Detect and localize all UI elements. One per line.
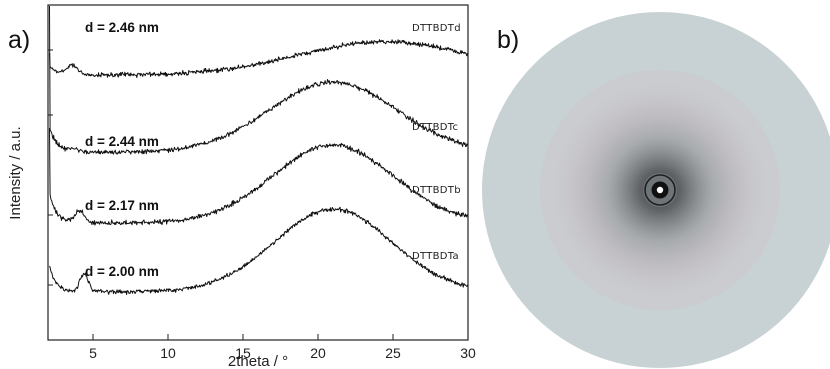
plot-frame xyxy=(47,4,469,341)
x-tick-label: 25 xyxy=(385,345,401,361)
x-tick-label: 20 xyxy=(310,345,326,361)
x-axis-label: 2theta / ° xyxy=(228,353,288,369)
trace-dttbdta xyxy=(49,206,469,295)
trace-dttbdtb xyxy=(49,127,469,226)
series-label-dttbdtb: DTTBDTb xyxy=(412,185,461,196)
d-spacing-label-dttbdta: d = 2.00 nm xyxy=(85,264,159,279)
y-axis-label: Intensity / a.u. xyxy=(7,126,24,219)
x-tick-label: 5 xyxy=(89,345,97,361)
d-spacing-label-dttbdtb: d = 2.17 nm xyxy=(85,198,159,213)
series-label-dttbdta: DTTBDTa xyxy=(412,251,459,262)
small-angle-ring xyxy=(644,174,676,206)
y-axis-ticks xyxy=(48,49,53,286)
d-spacing-label-dttbdtc: d = 2.44 nm xyxy=(85,134,159,149)
d-spacing-label-dttbdtd: d = 2.46 nm xyxy=(85,20,159,35)
trace-dttbdtc xyxy=(49,5,469,155)
panel-a: a) 5 10 15 20 25 30 2theta / ° Intensity / a.… xyxy=(7,4,476,369)
series-label-dttbdtd: DTTBDTd xyxy=(412,23,461,34)
x-tick-label: 30 xyxy=(460,345,476,361)
panel-a-label: a) xyxy=(8,26,30,54)
panel-b-label: b) xyxy=(497,26,519,54)
series-label-dttbdtc: DTTBDTc xyxy=(412,122,458,133)
x-tick-label: 15 xyxy=(235,345,251,361)
beam-center-dot xyxy=(656,186,664,194)
x-axis-ticks: 5 10 15 20 25 30 xyxy=(89,334,476,361)
x-tick-label: 10 xyxy=(160,345,176,361)
trace-dttbdtd xyxy=(49,39,469,79)
series-traces xyxy=(49,5,469,295)
panel-b: b) xyxy=(482,12,830,368)
